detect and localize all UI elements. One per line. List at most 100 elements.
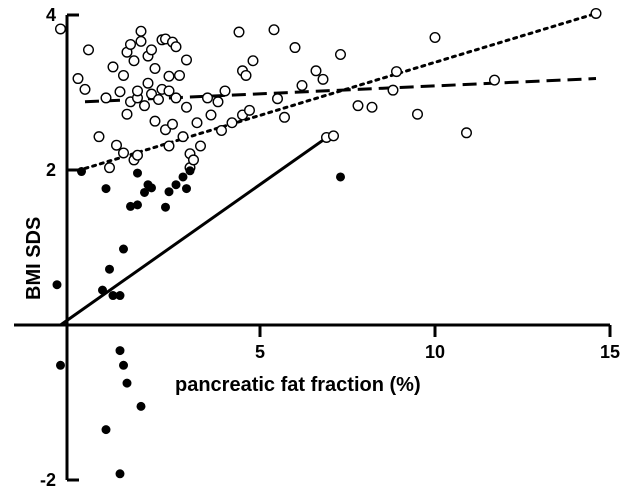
open-point <box>117 147 129 159</box>
open-point <box>72 73 84 85</box>
open-point <box>170 41 182 53</box>
open-point <box>279 111 291 123</box>
open-point <box>166 118 178 130</box>
open-point <box>138 100 150 112</box>
open-point <box>82 44 94 56</box>
open-point <box>124 38 136 50</box>
open-point <box>201 92 213 104</box>
filled-point <box>56 360 65 370</box>
open-point <box>429 31 441 43</box>
open-point <box>187 154 199 166</box>
open-point <box>173 69 185 81</box>
open-point <box>590 7 602 19</box>
filled-point <box>133 200 142 210</box>
filled-point <box>77 167 86 177</box>
y-tick-label: 4 <box>46 5 56 25</box>
x-tick-label: 10 <box>425 342 445 362</box>
open-point <box>335 49 347 61</box>
open-point <box>296 80 308 92</box>
filled-point <box>98 285 107 295</box>
open-point <box>163 140 175 152</box>
open-point <box>103 162 115 174</box>
open-point <box>191 117 203 129</box>
open-point <box>135 25 147 37</box>
fit-line-solid <box>59 131 335 327</box>
open-point <box>107 61 119 73</box>
data-points <box>52 7 602 479</box>
open-point <box>100 92 112 104</box>
filled-point <box>115 291 125 301</box>
open-point <box>110 139 122 151</box>
open-point <box>352 100 364 112</box>
open-point <box>145 44 157 56</box>
open-point <box>489 74 501 86</box>
filled-point <box>136 401 146 411</box>
open-point <box>145 88 157 100</box>
open-point <box>215 124 227 136</box>
filled-point <box>115 469 125 479</box>
open-point <box>79 83 91 95</box>
filled-point <box>115 346 125 356</box>
filled-point <box>178 172 188 182</box>
open-point <box>180 101 192 113</box>
open-point <box>180 54 192 66</box>
axes: 4 2 -2 5 10 15 <box>14 5 620 489</box>
open-point <box>149 62 161 74</box>
open-point <box>55 23 67 35</box>
filled-point <box>171 180 181 190</box>
filled-point <box>185 166 195 176</box>
y-tick-label: 2 <box>46 160 56 180</box>
open-point <box>163 85 175 97</box>
open-point <box>131 85 143 97</box>
filled-point <box>161 202 170 212</box>
open-point <box>159 124 171 136</box>
open-point <box>366 101 378 113</box>
open-point <box>233 26 245 38</box>
open-point <box>317 73 329 85</box>
filled-point <box>119 360 128 370</box>
open-point <box>243 104 255 116</box>
open-point <box>117 69 129 81</box>
filled-point <box>336 172 345 182</box>
open-point <box>121 108 133 120</box>
open-point <box>194 140 206 152</box>
open-point <box>226 117 238 129</box>
open-point <box>135 35 147 47</box>
open-point <box>240 69 252 81</box>
y-axis-title: BMI SDS <box>23 217 45 300</box>
open-point <box>128 55 140 67</box>
x-axis-title: pancreatic fat fraction (%) <box>175 374 421 396</box>
x-tick-label: 15 <box>600 342 620 362</box>
open-point <box>387 84 399 96</box>
open-point <box>205 109 217 121</box>
filled-point <box>101 425 111 435</box>
x-tick-label: 5 <box>255 342 265 362</box>
open-point <box>391 66 403 78</box>
open-point <box>268 24 280 36</box>
open-point <box>93 131 105 143</box>
open-point <box>212 96 224 108</box>
open-point <box>328 130 340 142</box>
open-point <box>114 86 126 98</box>
open-point <box>289 42 301 54</box>
filled-point <box>105 264 114 274</box>
filled-point <box>101 184 111 194</box>
open-point <box>142 77 154 89</box>
filled-point <box>164 187 174 197</box>
open-point <box>461 127 473 139</box>
filled-point <box>133 168 142 178</box>
open-point <box>170 92 182 104</box>
y-tick-label: -2 <box>40 470 56 489</box>
open-point <box>177 131 189 143</box>
filled-point <box>52 280 62 290</box>
open-point <box>219 85 231 97</box>
open-point <box>149 115 161 127</box>
open-point <box>310 65 322 77</box>
filled-point <box>140 187 149 197</box>
open-point <box>247 55 259 67</box>
open-point <box>272 93 284 105</box>
filled-point <box>182 184 191 194</box>
open-point <box>152 93 164 105</box>
filled-point <box>119 244 128 254</box>
